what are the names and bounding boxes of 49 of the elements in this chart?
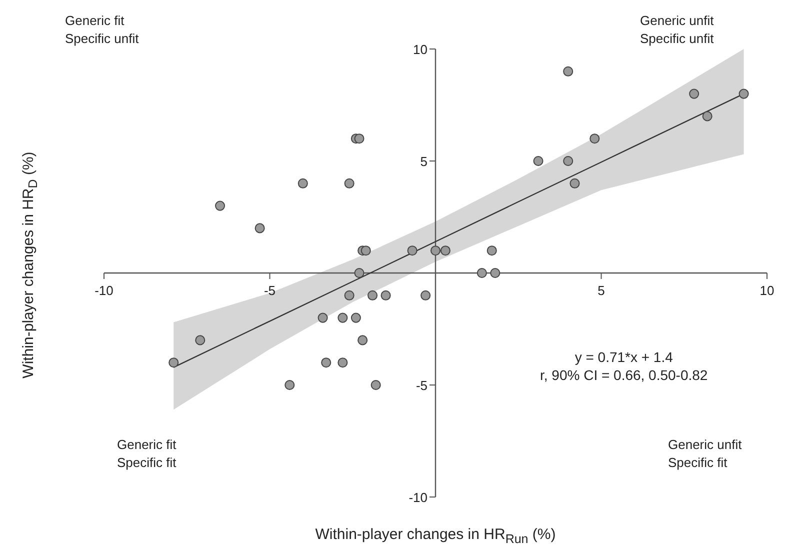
y-tick-label: -5 bbox=[416, 378, 428, 393]
point bbox=[702, 111, 712, 122]
x-axis-title: Within-player changes in HR$_{Run}$ (%) bbox=[314, 526, 557, 546]
annotation: y = 0.71*x + 1.4 r, 90% CI = 0.66, 0.50-0.82 bbox=[540, 348, 708, 384]
point bbox=[338, 358, 348, 368]
point bbox=[440, 246, 450, 256]
point bbox=[360, 246, 371, 256]
point bbox=[368, 290, 378, 300]
point bbox=[486, 246, 497, 256]
x-tick-label: -10 bbox=[94, 283, 114, 298]
y-tick-label: -10 bbox=[408, 490, 428, 505]
point bbox=[254, 223, 265, 234]
point bbox=[215, 200, 226, 211]
point bbox=[354, 268, 364, 278]
point bbox=[358, 335, 368, 346]
point bbox=[563, 66, 574, 76]
point bbox=[430, 246, 441, 256]
point bbox=[344, 290, 354, 300]
point bbox=[298, 178, 308, 188]
point bbox=[284, 380, 295, 390]
text: Generic fit Specific unfit bbox=[65, 12, 139, 48]
point bbox=[490, 268, 500, 278]
point bbox=[420, 290, 431, 300]
point bbox=[407, 246, 418, 256]
x-tick-label: -5 bbox=[264, 283, 276, 298]
point bbox=[354, 134, 364, 144]
point bbox=[344, 178, 354, 188]
point bbox=[350, 312, 361, 323]
point bbox=[338, 312, 348, 323]
point bbox=[168, 358, 179, 368]
point bbox=[590, 134, 600, 144]
point bbox=[533, 156, 544, 166]
point bbox=[738, 88, 749, 99]
point bbox=[689, 88, 700, 99]
point bbox=[570, 178, 580, 188]
point bbox=[370, 380, 381, 390]
annotation: Generic unfit Specific fit bbox=[668, 436, 742, 472]
point bbox=[563, 156, 574, 166]
y-tick-label: 10 bbox=[413, 42, 428, 57]
point bbox=[321, 358, 332, 368]
point bbox=[476, 268, 487, 278]
x-tick-label: 10 bbox=[760, 283, 774, 298]
point bbox=[195, 335, 206, 346]
x-tick-label: 5 bbox=[598, 283, 605, 298]
point bbox=[318, 312, 328, 323]
text: Generic unfit Specific unfit bbox=[640, 12, 714, 48]
y-tick-label: 5 bbox=[420, 154, 428, 169]
annotation: Generic fit Specific fit bbox=[117, 436, 176, 472]
point bbox=[380, 290, 391, 300]
